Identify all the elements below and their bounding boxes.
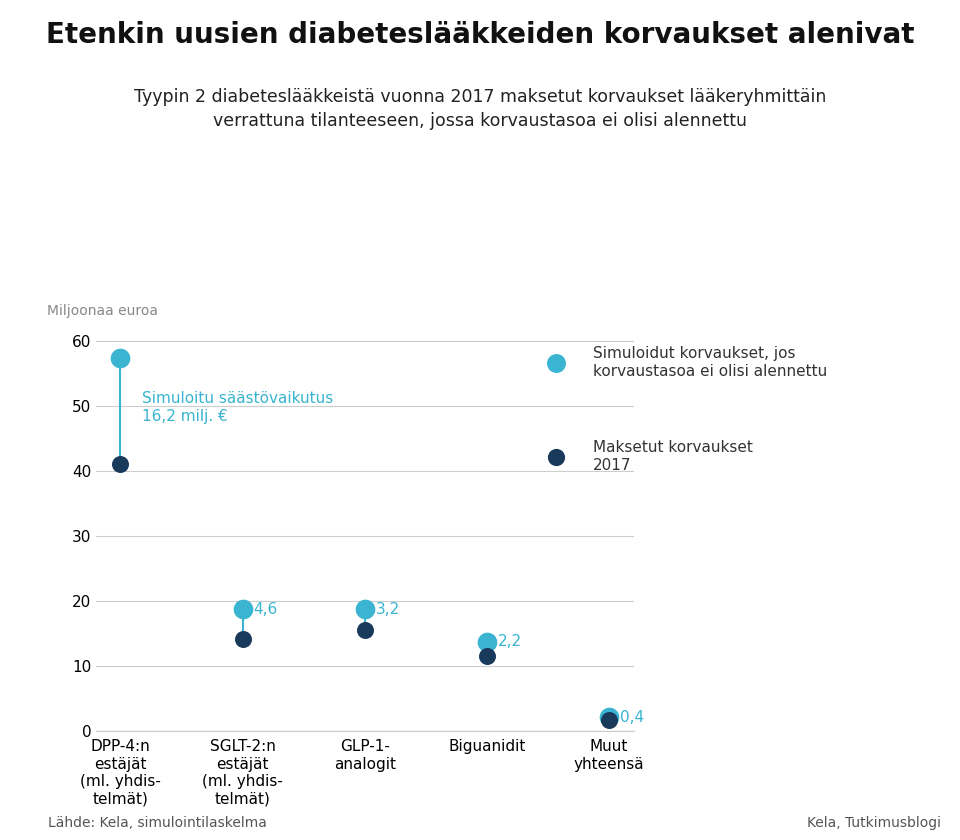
Text: 2,2: 2,2 <box>498 634 522 649</box>
Point <box>235 633 251 646</box>
Text: Etenkin uusien diabeteslääkkeiden korvaukset alenivat: Etenkin uusien diabeteslääkkeiden korvau… <box>46 21 914 49</box>
Point <box>357 602 372 616</box>
Text: Lähde: Kela, simulointilaskelma: Lähde: Kela, simulointilaskelma <box>48 816 267 830</box>
Text: Simuloitu säästövaikutus
16,2 milj. €: Simuloitu säästövaikutus 16,2 milj. € <box>142 391 334 424</box>
Text: 4,6: 4,6 <box>253 601 277 617</box>
Text: Miljoonaa euroa: Miljoonaa euroa <box>47 304 158 318</box>
Point <box>479 635 494 648</box>
Point <box>602 713 617 727</box>
Text: Maksetut korvaukset
2017: Maksetut korvaukset 2017 <box>592 440 753 473</box>
Text: Simuloidut korvaukset, jos
korvaustasoa ei olisi alennettu: Simuloidut korvaukset, jos korvaustasoa … <box>592 346 827 379</box>
Point <box>112 457 128 470</box>
Point <box>112 351 128 365</box>
Text: Tyypin 2 diabeteslääkkeistä vuonna 2017 maksetut korvaukset lääkeryhmittäin
verr: Tyypin 2 diabeteslääkkeistä vuonna 2017 … <box>133 88 827 130</box>
Text: 0,4: 0,4 <box>620 710 644 725</box>
Text: Kela, Tutkimusblogi: Kela, Tutkimusblogi <box>806 816 941 830</box>
Text: 3,2: 3,2 <box>375 601 400 617</box>
Point <box>602 711 617 724</box>
Point <box>357 623 372 637</box>
Point <box>479 649 494 663</box>
Point <box>235 602 251 616</box>
